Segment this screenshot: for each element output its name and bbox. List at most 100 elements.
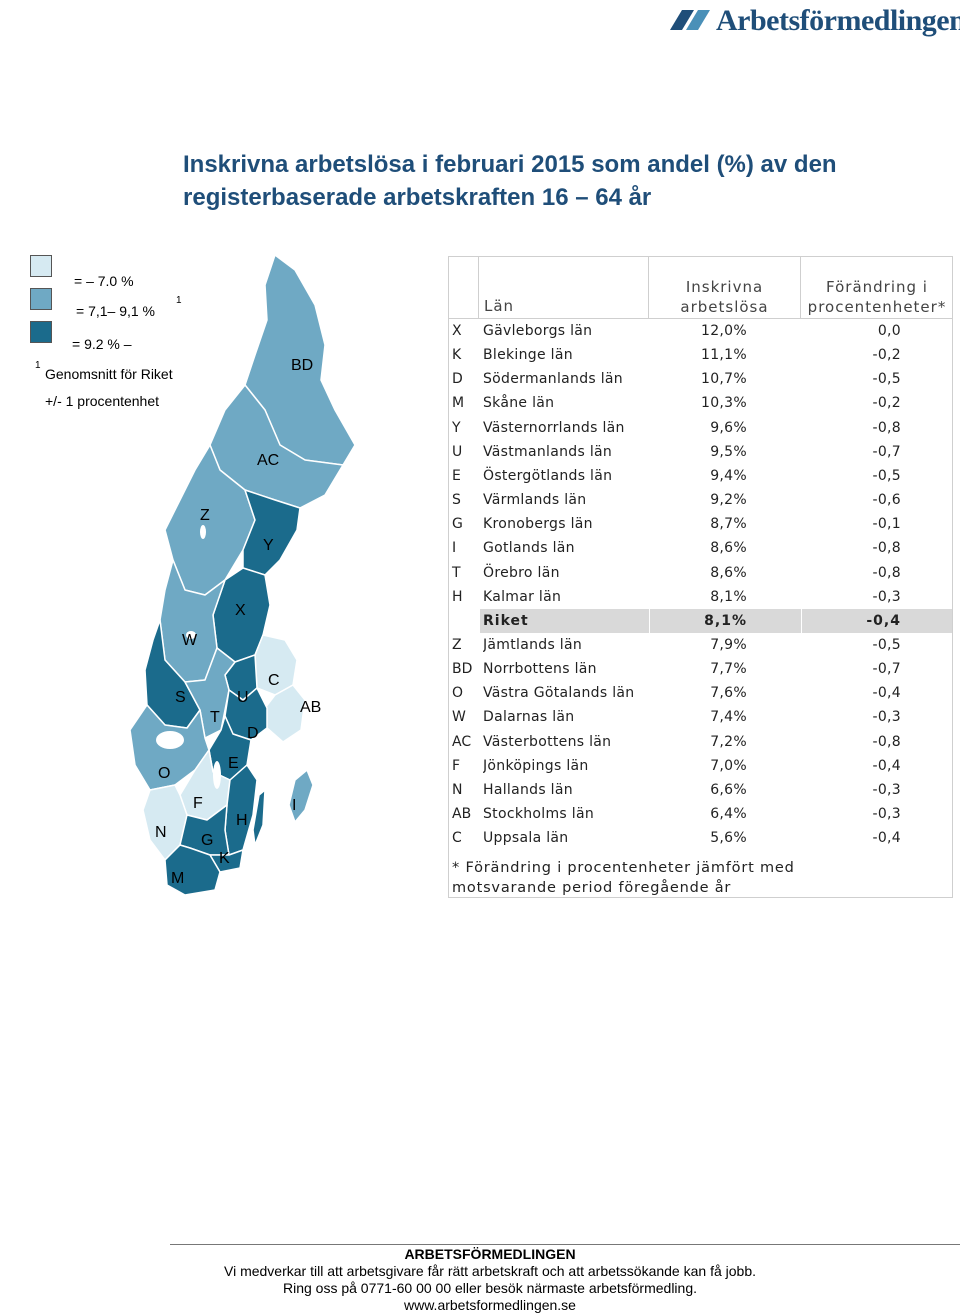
map-label-c: C — [268, 672, 280, 689]
map-label-bd: BD — [291, 357, 313, 374]
row-percent: 9,4% — [710, 467, 747, 484]
row-change: -0,4 — [872, 830, 901, 847]
riket-column-divider — [801, 608, 802, 633]
region-y — [242, 489, 301, 576]
row-name: Jönköpings län — [483, 757, 589, 774]
row-name: Södermanlands län — [483, 371, 623, 388]
row-percent: 7,4% — [710, 709, 747, 726]
table-row: N Hallands län 6,6% -0,3 — [449, 778, 952, 802]
table-row: H Kalmar län 8,1% -0,3 — [449, 585, 952, 609]
row-name: Dalarnas län — [483, 709, 575, 726]
row-code: K — [452, 347, 462, 364]
row-code: U — [452, 443, 463, 460]
map-label-s: S — [175, 689, 186, 706]
row-code: T — [452, 564, 461, 581]
row-code: E — [452, 467, 461, 484]
table-row: I Gotlands län 8,6% -0,8 — [449, 536, 952, 560]
region-oland — [252, 789, 266, 846]
map-label-x: X — [235, 602, 246, 619]
row-code: G — [452, 516, 463, 533]
row-code: AC — [452, 733, 472, 750]
row-code: C — [452, 830, 462, 847]
row-code: S — [452, 492, 461, 509]
row-name: Norrbottens län — [483, 661, 597, 678]
row-percent: 8,6% — [710, 540, 747, 557]
table-row: U Västmanlands län 9,5% -0,7 — [449, 440, 952, 464]
table-row-riket: Riket 8,1% -0,4 — [449, 608, 952, 633]
table-row: M Skåne län 10,3% -0,2 — [449, 391, 952, 415]
row-code: N — [452, 781, 463, 798]
row-name: Uppsala län — [483, 830, 569, 847]
row-change: -0,3 — [872, 806, 901, 822]
row-code: O — [452, 685, 464, 702]
row-change: -0,4 — [866, 612, 901, 629]
row-change: -0,8 — [872, 540, 901, 557]
row-percent: 11,1% — [701, 347, 747, 364]
title-line-2: registerbaserade arbetskraften 16 – 64 å… — [183, 184, 652, 211]
row-code: BD — [452, 661, 473, 678]
row-code: AB — [452, 806, 472, 822]
row-name: Gävleborgs län — [483, 323, 593, 339]
row-name: Kronobergs län — [483, 516, 593, 533]
page-title: Inskrivna arbetslösa i februari 2015 som… — [183, 148, 883, 214]
row-code: M — [452, 395, 465, 412]
map-label-w: W — [182, 632, 198, 649]
row-name: Västmanlands län — [483, 443, 613, 460]
legend-footnote-mark: 1 — [35, 360, 41, 371]
row-name: Östergötlands län — [483, 467, 613, 484]
row-code: Z — [452, 636, 462, 653]
row-code: H — [452, 588, 463, 605]
table-row: X Gävleborgs län 12,0% 0,0 — [449, 319, 952, 343]
row-name: Skåne län — [483, 395, 555, 412]
table-row: S Värmlands län 9,2% -0,6 — [449, 488, 952, 512]
header-code-cell — [449, 257, 479, 319]
region-i — [288, 769, 314, 823]
footer-website-link[interactable]: www.arbetsformedlingen.se — [404, 1297, 576, 1313]
row-percent: 9,5% — [710, 443, 747, 460]
row-code: I — [452, 540, 457, 557]
lake-vattern — [213, 761, 221, 789]
row-percent: 8,6% — [710, 564, 747, 581]
row-code: X — [452, 323, 462, 339]
row-name: Gotlands län — [483, 540, 575, 557]
map-label-z: Z — [200, 507, 210, 524]
row-percent: 7,6% — [710, 685, 747, 702]
row-name: Jämtlands län — [483, 636, 583, 653]
row-code: F — [452, 757, 461, 774]
table-row: D Södermanlands län 10,7% -0,5 — [449, 367, 952, 391]
row-change: 0,0 — [877, 323, 901, 339]
row-percent: 12,0% — [701, 323, 747, 339]
row-change: -0,3 — [872, 781, 901, 798]
map-label-y: Y — [263, 537, 274, 554]
logo-mark-icon — [670, 10, 710, 30]
table-row: T Örebro län 8,6% -0,8 — [449, 561, 952, 585]
row-change: -0,5 — [872, 467, 901, 484]
logo: Arbetsförmedlingen — [668, 2, 960, 42]
row-change: -0,2 — [872, 395, 901, 412]
table-row: E Östergötlands län 9,4% -0,5 — [449, 464, 952, 488]
row-percent: 9,2% — [710, 492, 747, 509]
row-change: -0,8 — [872, 564, 901, 581]
row-change: -0,6 — [872, 492, 901, 509]
legend-footnote-line-1: Genomsnitt för Riket — [45, 366, 173, 382]
table-row: C Uppsala län 5,6% -0,4 — [449, 826, 952, 850]
footer-line-1: Vi medverkar till att arbetsgivare får r… — [223, 1263, 756, 1279]
row-percent: 8,7% — [710, 516, 747, 533]
row-percent: 8,1% — [710, 588, 747, 605]
row-percent: 7,7% — [710, 661, 747, 678]
row-change: -0,4 — [872, 757, 901, 774]
row-name: Kalmar län — [483, 588, 562, 605]
row-change: -0,1 — [872, 516, 901, 533]
row-change: -0,8 — [872, 733, 901, 750]
table-row: AB Stockholms län 6,4% -0,3 — [449, 802, 952, 826]
map-legend: = – 7.0 % = 7,1– 9,1 % 1 = 9.2 % – 1 Gen… — [30, 255, 230, 425]
table-row: Y Västernorrlands län 9,6% -0,8 — [449, 416, 952, 440]
legend-swatch-high — [30, 321, 52, 343]
unemployment-table: Län Inskrivna arbetslösa Förändring i proc… — [448, 256, 953, 898]
table-row: W Dalarnas län 7,4% -0,3 — [449, 705, 952, 729]
map-label-ab: AB — [300, 699, 321, 716]
legend-footnote-line-2: +/- 1 procentenhet — [45, 393, 160, 409]
row-change: -0,7 — [872, 443, 901, 460]
header-lan-label: Län — [484, 297, 515, 315]
row-name: Västernorrlands län — [483, 419, 625, 436]
